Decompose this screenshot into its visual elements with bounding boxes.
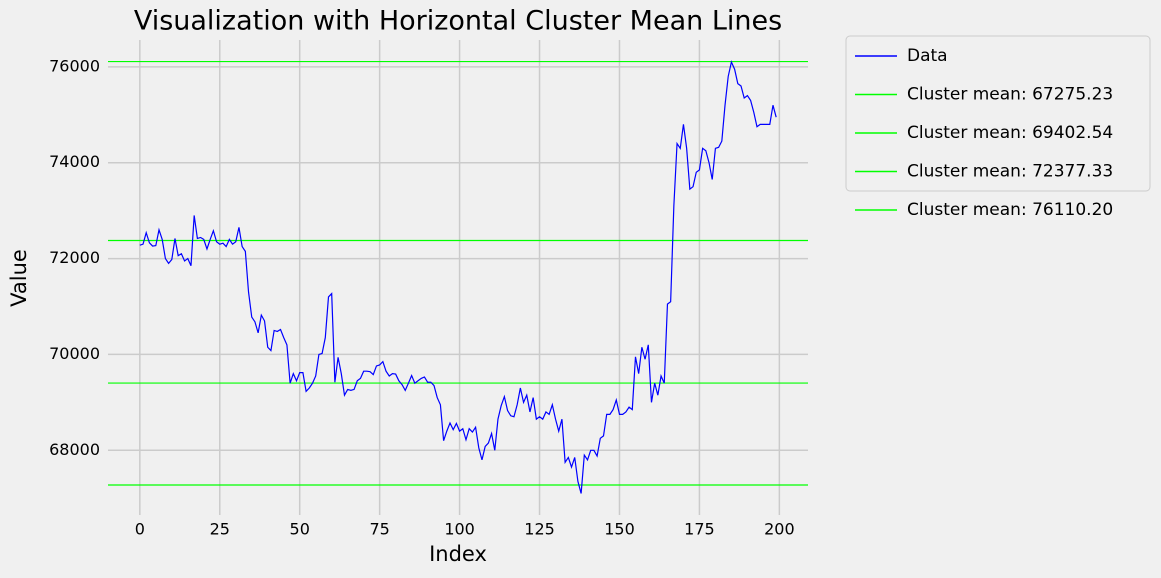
x-tick-label: 75: [369, 520, 389, 539]
legend-label: Cluster mean: 69402.54: [907, 123, 1113, 143]
y-tick-label: 70000: [49, 344, 100, 363]
x-tick-label: 100: [444, 520, 475, 539]
x-tick-label: 200: [764, 520, 795, 539]
x-tick-label: 175: [684, 520, 715, 539]
y-axis-label: Value: [7, 249, 31, 307]
y-tick-label: 74000: [49, 152, 100, 171]
y-tick-label: 76000: [49, 56, 100, 75]
x-tick-label: 150: [604, 520, 635, 539]
y-tick-label: 72000: [49, 248, 100, 267]
data-line: [139, 60, 777, 494]
x-tick-label: 25: [210, 520, 230, 539]
x-tick-label: 125: [524, 520, 555, 539]
x-axis-label: Index: [429, 542, 487, 566]
y-tick-label: 68000: [49, 440, 100, 459]
legend-label: Cluster mean: 67275.23: [907, 85, 1113, 105]
chart-title: Visualization with Horizontal Cluster Me…: [134, 6, 782, 37]
legend-box: [845, 35, 1151, 192]
x-tick-label: 50: [290, 520, 310, 539]
legend-label: Data: [907, 46, 948, 66]
x-tick-label: 0: [135, 520, 145, 539]
legend-label: Cluster mean: 76110.20: [907, 200, 1113, 220]
legend-label: Cluster mean: 72377.33: [907, 162, 1113, 182]
